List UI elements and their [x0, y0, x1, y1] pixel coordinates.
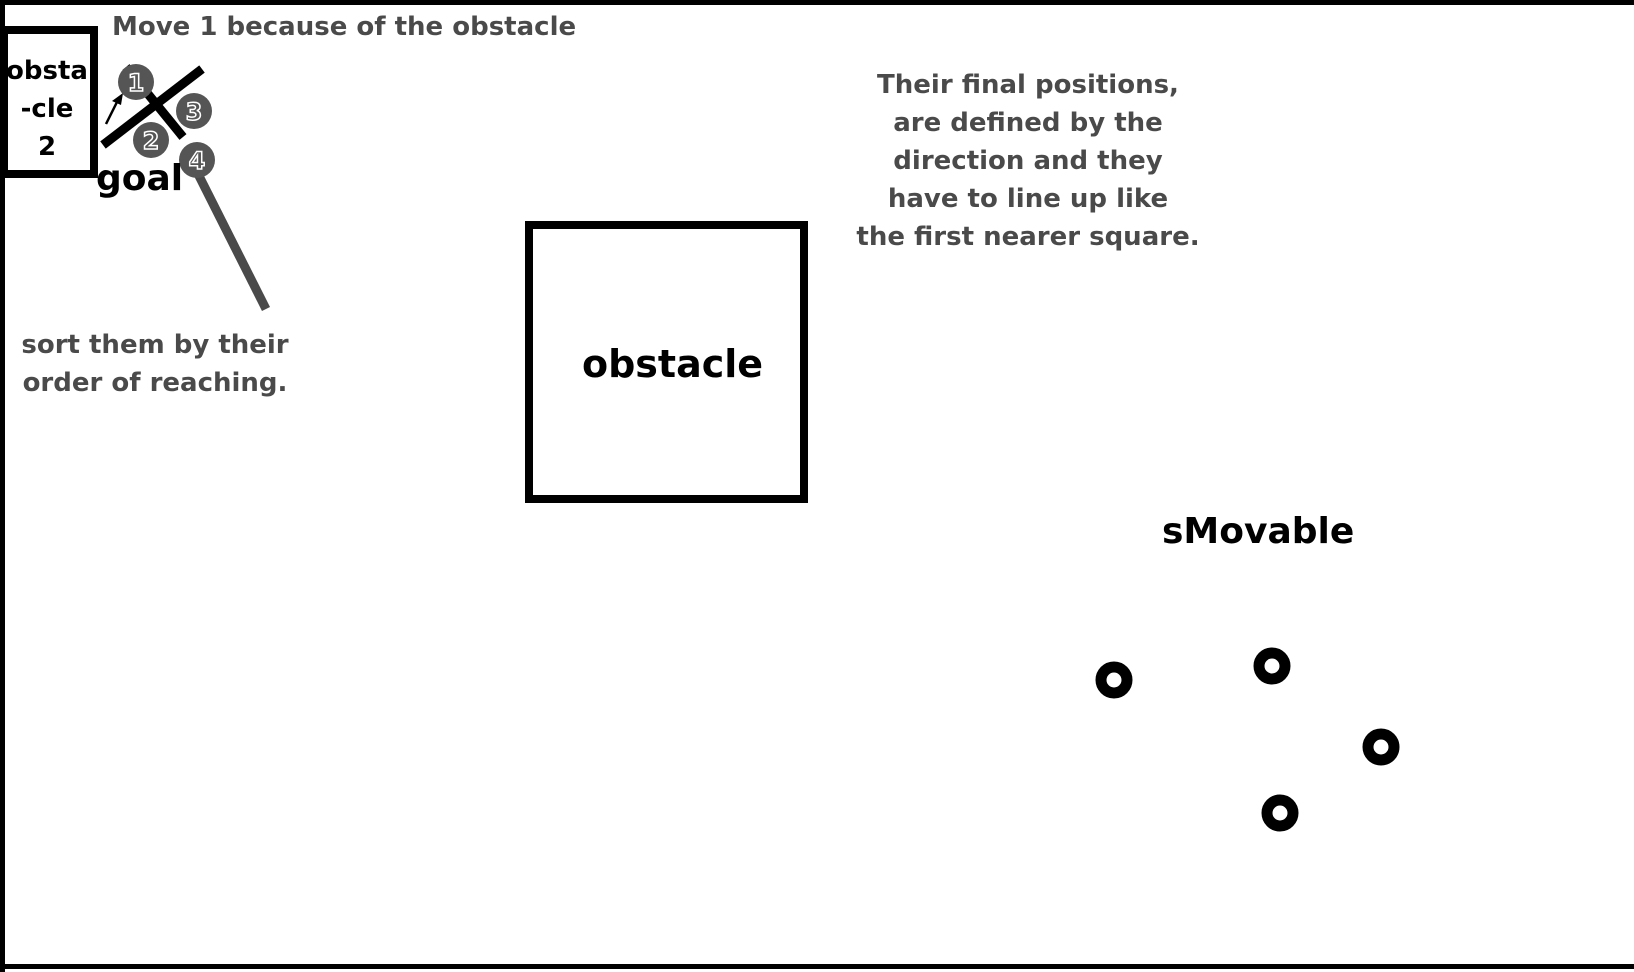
- move-arrow: [104, 93, 123, 125]
- sort-note-line-1: sort them by their: [21, 330, 289, 360]
- goal-cross-line-a: [100, 65, 205, 149]
- frame-left: [0, 0, 5, 972]
- goal-unit-1: 1: [118, 64, 154, 100]
- final-positions-line-1: Their final positions,: [877, 70, 1179, 100]
- obstacle-2-label: obsta -cle 2: [2, 52, 92, 166]
- obstacle-box: [525, 221, 808, 503]
- sort-note-line-2: order of reaching.: [22, 368, 288, 398]
- sort-pointer-line: [185, 155, 271, 312]
- goal-label: goal: [96, 158, 184, 199]
- movable-unit-4: [1261, 794, 1299, 832]
- goal-unit-3: 3: [176, 93, 212, 129]
- frame-bottom: [0, 964, 1634, 969]
- goal-unit-2-number: 2: [143, 127, 160, 155]
- frame-top: [0, 0, 1634, 5]
- obstacle-2-label-line-3: 2: [37, 132, 57, 162]
- final-positions-line-3: direction and they: [893, 146, 1163, 176]
- goal-unit-2: 2: [133, 122, 169, 158]
- final-positions-line-4: have to line up like: [887, 184, 1169, 214]
- goal-unit-3-number: 3: [186, 98, 203, 126]
- obstacle-2-box: [0, 26, 98, 178]
- movable-unit-3: [1362, 728, 1400, 766]
- goal-unit-4: 4: [179, 142, 215, 178]
- final-positions-line-5: the first nearer square.: [856, 222, 1200, 252]
- sort-note: sort them by their order of reaching.: [10, 326, 300, 402]
- goal-unit-4-number: 4: [189, 147, 206, 175]
- smovable-label: sMovable: [1162, 511, 1355, 552]
- obstacle-2-label-line-1: obsta: [6, 56, 88, 86]
- movable-unit-2: [1253, 647, 1291, 685]
- movable-unit-1: [1095, 661, 1133, 699]
- obstacle-label: obstacle: [582, 342, 764, 386]
- final-positions-note: Their final positions, are defined by th…: [820, 66, 1236, 256]
- obstacle-2-label-line-2: -cle: [20, 94, 74, 124]
- final-positions-line-2: are defined by the: [893, 108, 1163, 138]
- move-note: Move 1 because of the obstacle: [112, 12, 577, 42]
- goal-unit-1-number: 1: [128, 69, 145, 97]
